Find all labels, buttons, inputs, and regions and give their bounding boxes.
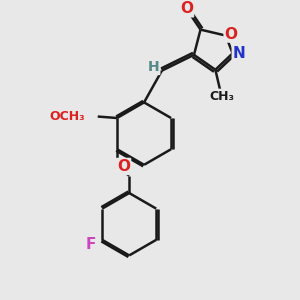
Text: N: N — [233, 46, 245, 62]
Text: OCH₃: OCH₃ — [50, 110, 85, 123]
Text: O: O — [180, 1, 193, 16]
Text: F: F — [86, 237, 96, 252]
Text: O: O — [117, 159, 130, 174]
Text: H: H — [148, 60, 159, 74]
Text: CH₃: CH₃ — [210, 90, 235, 103]
Text: O: O — [225, 27, 238, 42]
